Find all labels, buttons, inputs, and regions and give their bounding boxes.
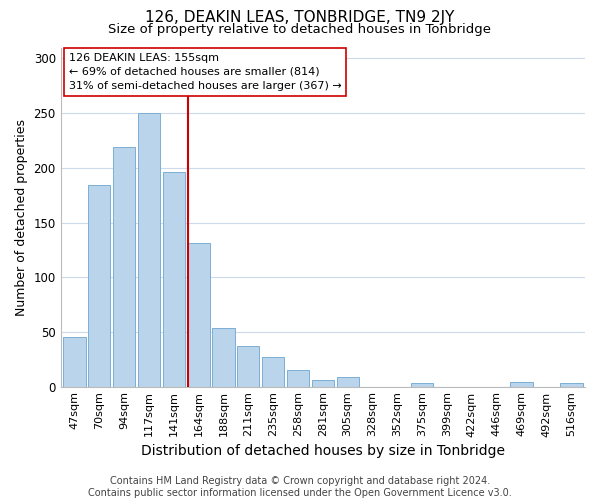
Bar [511, 382, 533, 386]
Bar [237, 346, 259, 387]
Bar [560, 384, 583, 386]
Text: Contains HM Land Registry data © Crown copyright and database right 2024.
Contai: Contains HM Land Registry data © Crown c… [88, 476, 512, 498]
Bar [337, 376, 359, 386]
Bar [138, 113, 160, 386]
X-axis label: Distribution of detached houses by size in Tonbridge: Distribution of detached houses by size … [141, 444, 505, 458]
Bar [287, 370, 309, 386]
Bar [411, 384, 433, 386]
Bar [311, 380, 334, 386]
Bar [63, 338, 86, 386]
Y-axis label: Number of detached properties: Number of detached properties [15, 118, 28, 316]
Text: 126 DEAKIN LEAS: 155sqm
← 69% of detached houses are smaller (814)
31% of semi-d: 126 DEAKIN LEAS: 155sqm ← 69% of detache… [68, 52, 341, 90]
Text: 126, DEAKIN LEAS, TONBRIDGE, TN9 2JY: 126, DEAKIN LEAS, TONBRIDGE, TN9 2JY [145, 10, 455, 25]
Bar [163, 172, 185, 386]
Bar [187, 244, 210, 386]
Text: Size of property relative to detached houses in Tonbridge: Size of property relative to detached ho… [109, 22, 491, 36]
Bar [212, 328, 235, 386]
Bar [88, 186, 110, 386]
Bar [113, 147, 135, 386]
Bar [262, 357, 284, 386]
